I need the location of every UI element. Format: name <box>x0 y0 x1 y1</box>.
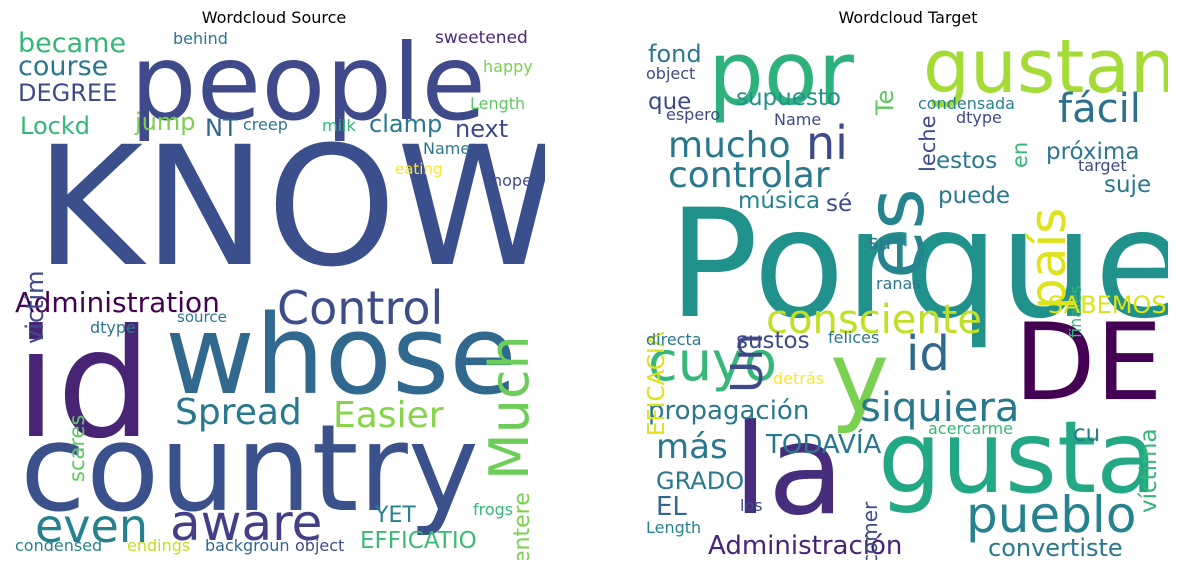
target-word-siquiera: siquiera <box>860 385 1020 431</box>
source-word-jump: jump <box>135 108 196 136</box>
target-word-el: EL <box>656 492 687 522</box>
source-word-sweetened: sweetened <box>435 30 528 48</box>
source-word-clamp: clamp <box>369 110 443 138</box>
source-word-source: source <box>177 308 227 326</box>
source-word-became: became <box>18 30 127 59</box>
source-word-nt: NT <box>205 114 238 142</box>
target-word-de: DE <box>1014 301 1163 424</box>
source-word-hope: hope <box>492 171 532 190</box>
source-word-frogs: frogs <box>473 500 514 519</box>
source-wordcloud: KNOW people id whose country even aware Control… <box>15 30 545 560</box>
target-word-object: object <box>646 64 696 83</box>
target-word-dtype: dtype <box>956 108 1002 127</box>
source-word-yet: YET <box>375 503 416 528</box>
source-word-condensed: condensed <box>15 536 103 555</box>
target-word-puede: puede <box>938 183 1011 209</box>
target-word-gustan: gustan <box>923 30 1168 110</box>
target-word-mucho: mucho <box>668 125 791 166</box>
source-word-dtype: dtype <box>90 318 136 337</box>
source-word-id: id <box>15 298 152 472</box>
target-word-que: que <box>648 89 692 115</box>
target-word-se: sé <box>826 191 853 217</box>
target-word-supuesto: supuesto <box>736 85 841 111</box>
target-word-facil: fácil <box>1058 86 1141 132</box>
target-word-target: target <box>1078 156 1127 175</box>
target-word-ranas: ranas <box>876 274 921 293</box>
source-cloud-title: Wordcloud Source <box>201 8 347 27</box>
target-word-id: id <box>906 326 950 382</box>
source-word-milk: milk <box>322 116 356 135</box>
source-word-lockd: Lockd <box>20 112 90 140</box>
target-word-por: por <box>708 30 854 125</box>
target-word-y: y <box>830 319 890 436</box>
source-word-backgroun: backgroun <box>205 536 290 555</box>
target-word-cu: cu <box>1073 421 1101 447</box>
source-word-much: Much <box>478 335 541 480</box>
target-word-estos: estos <box>936 148 998 174</box>
source-word-spread: Spread <box>175 392 302 433</box>
target-word-proxima: próxima <box>1046 139 1140 165</box>
target-word-cuyo: cuyo <box>648 330 777 393</box>
target-word-grado: GRADO <box>656 467 745 495</box>
target-word-name: Name <box>774 110 822 129</box>
target-word-sabemos: SABEMOS <box>1048 291 1167 319</box>
target-word-su: su <box>868 230 892 254</box>
source-word-even: even <box>35 499 148 553</box>
target-word-gusta: gusta <box>878 399 1158 516</box>
target-word-acercarme: acercarme <box>928 419 1013 438</box>
source-word-object: object <box>295 536 345 555</box>
target-word-consciente: consciente <box>766 297 983 343</box>
source-word-endings: endings <box>127 536 191 555</box>
source-word-course: course <box>18 51 109 82</box>
target-word-en: en <box>1008 141 1032 168</box>
source-word-control: Control <box>277 281 444 335</box>
target-word-directa: directa <box>646 330 702 349</box>
target-word-todavia: TODAVÍA <box>766 430 882 460</box>
source-word-name: Name <box>423 139 471 158</box>
source-word-people: people <box>130 30 486 144</box>
source-word-entere: entere <box>510 492 535 560</box>
source-word-scares: scares <box>65 414 89 482</box>
target-word-musica: música <box>738 188 821 214</box>
source-word-creep: creep <box>243 115 288 134</box>
target-word-convertiste: convertiste <box>988 534 1123 560</box>
source-word-whose: whose <box>165 291 517 419</box>
source-word-country: country <box>20 400 479 539</box>
target-word-felices: felices <box>828 328 880 347</box>
target-word-te: Te <box>871 89 899 115</box>
source-word-next: next <box>455 115 509 143</box>
target-word-mas: más <box>656 427 728 467</box>
target-word-la: la <box>733 398 845 543</box>
target-word-controlar: controlar <box>668 155 830 196</box>
source-word-length: Length <box>470 94 526 113</box>
target-word-los: los <box>740 496 763 515</box>
target-word-fond: fond <box>648 40 702 68</box>
target-cloud-title: Wordcloud Target <box>838 8 978 27</box>
source-word-easier: Easier <box>333 395 444 436</box>
target-word-sustos: sustos <box>736 328 810 354</box>
source-word-administration: Administration <box>15 286 220 319</box>
target-word-condensada: condensada <box>918 94 1015 113</box>
target-word-victima: víctima <box>1136 428 1162 513</box>
target-word-porque: Porque <box>668 178 1168 352</box>
source-word-aware: aware <box>170 494 323 552</box>
target-word-espero: espero <box>666 105 721 124</box>
source-word-know: KNOW <box>35 111 545 303</box>
source-word-eating: eating <box>395 160 443 178</box>
target-word-pueblo: pueblo <box>966 486 1137 544</box>
source-word-victim: victim <box>21 270 49 344</box>
target-word-comer: comer <box>858 501 882 560</box>
target-word-suje: suje <box>1104 172 1152 198</box>
target-word-administracion: Administración <box>708 531 903 560</box>
target-word-detras: detrás <box>773 369 824 388</box>
target-word-propagacion: propagación <box>648 396 810 426</box>
source-word-efficatio: EFFICATIO <box>360 528 477 554</box>
target-wordcloud: Porque por gustan es país fácil ni mucho control… <box>638 30 1168 560</box>
source-word-behind: behind <box>173 30 228 48</box>
target-word-ni: ni <box>806 116 848 170</box>
source-word-degree: DEGREE <box>18 79 118 107</box>
target-word-length: Length <box>646 518 702 537</box>
source-word-happy: happy <box>483 57 533 76</box>
